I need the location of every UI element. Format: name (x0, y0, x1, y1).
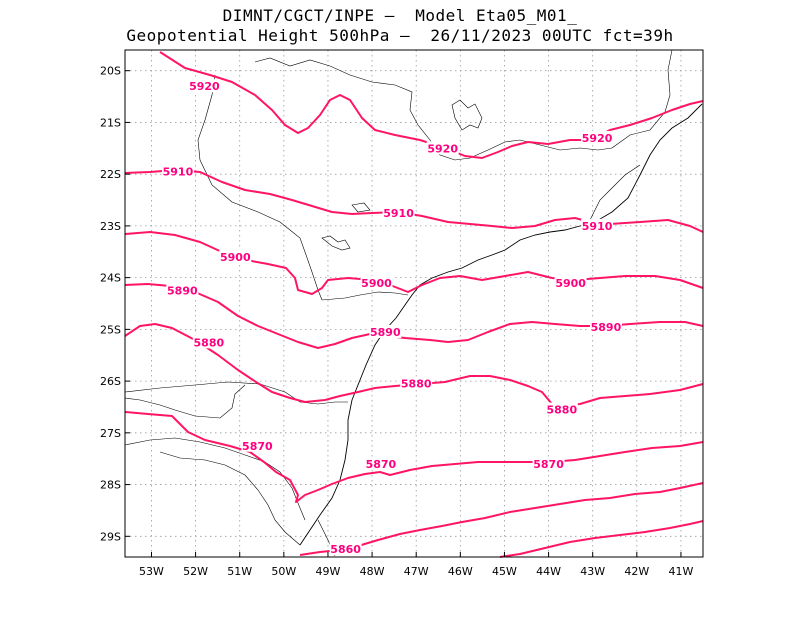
lon-tick-label: 50W (271, 565, 296, 578)
lon-tick-label: 47W (404, 565, 429, 578)
contour-label-bg (581, 218, 614, 232)
contour-label: 5890 (370, 326, 401, 339)
contour-label: 5860 (330, 543, 361, 556)
contour-label-bg (241, 438, 274, 452)
contour-label: 5920 (189, 80, 220, 93)
contour-label: 5870 (533, 458, 564, 471)
lon-tick-label: 42W (624, 565, 649, 578)
lat-tick-label: 23S (100, 220, 121, 233)
contour-label-bg (219, 249, 252, 263)
contour-label: 5900 (555, 277, 586, 290)
lon-tick-label: 51W (227, 565, 252, 578)
lon-tick-label: 53W (139, 565, 164, 578)
lat-tick-label: 28S (100, 479, 121, 492)
contour-label: 5870 (366, 458, 397, 471)
contour-label-bg (532, 456, 565, 470)
lat-tick-label: 29S (100, 530, 121, 543)
lat-tick-label: 24S (100, 272, 121, 285)
contour-label: 5910 (582, 220, 613, 233)
contour-label-bg (400, 376, 433, 390)
contour-label-bg (554, 275, 587, 289)
contour-label: 5920 (582, 132, 613, 145)
height-contours (124, 51, 704, 558)
contour-label-bg (166, 283, 199, 297)
contour-label-bg (192, 335, 225, 349)
lon-tick-label: 43W (580, 565, 605, 578)
lat-tick-label: 21S (100, 116, 121, 129)
contour-label-bg (426, 141, 459, 155)
contour-label-bg (545, 402, 578, 416)
contour-label-bg (360, 275, 393, 289)
contour-label: 5880 (401, 378, 432, 391)
contour-line (124, 169, 704, 233)
contour-label: 5880 (194, 336, 225, 349)
lat-tick-label: 27S (100, 427, 121, 440)
contour-label-bg (364, 456, 397, 470)
contour-label-bg (329, 542, 362, 556)
contour-label-bg (161, 164, 194, 178)
chart-title-line1: DIMNT/CGCT/INPE – Model Eta05_M01_ (222, 6, 578, 25)
lat-tick-label: 25S (100, 323, 121, 336)
contour-label: 5880 (546, 404, 577, 417)
lon-tick-label: 41W (669, 565, 694, 578)
lon-tick-label: 46W (448, 565, 473, 578)
contour-labels: 5920 5920 5920 5910 5910 5910 5900 5900 5900 5890… (161, 79, 622, 556)
contour-label: 5910 (383, 207, 414, 220)
contour-label: 5900 (220, 251, 251, 264)
lon-tick-label: 49W (316, 565, 341, 578)
contour-label-bg (581, 130, 614, 144)
contour-label: 5870 (242, 440, 273, 453)
contour-label: 5920 (427, 142, 458, 155)
contour-label: 5890 (591, 321, 622, 334)
lon-tick-label: 45W (492, 565, 517, 578)
contour-label-bg (188, 79, 221, 93)
contour-label-bg (589, 319, 622, 333)
lat-tick-label: 26S (100, 375, 121, 388)
lat-tick-label: 20S (100, 65, 121, 78)
lon-tick-label: 48W (360, 565, 385, 578)
lat-tick-label: 22S (100, 168, 121, 181)
contour-line (499, 520, 704, 558)
contour-label: 5910 (163, 166, 194, 179)
plot-frame (124, 49, 704, 558)
contour-label-bg (382, 205, 415, 219)
lat-lon-grid (125, 50, 703, 557)
contour-label: 5890 (167, 285, 198, 298)
chart-title-line2: Geopotential Height 500hPa – 26/11/2023 … (126, 26, 674, 45)
longitude-ticks: 53W 52W 51W 50W 49W 48W 47W 46W 45W 44W 43W 42W 41W (139, 552, 693, 578)
lon-tick-label: 52W (183, 565, 208, 578)
latitude-ticks: 20S 21S 22S 23S 24S 25S 26S 27S 28S 29S (100, 65, 130, 543)
contour-label-bg (369, 324, 402, 338)
contour-line (124, 323, 704, 407)
lon-tick-label: 44W (536, 565, 561, 578)
contour-label: 5900 (361, 277, 392, 290)
contour-line (124, 231, 704, 295)
coastline-and-borders (124, 49, 703, 557)
contour-line (124, 411, 704, 503)
